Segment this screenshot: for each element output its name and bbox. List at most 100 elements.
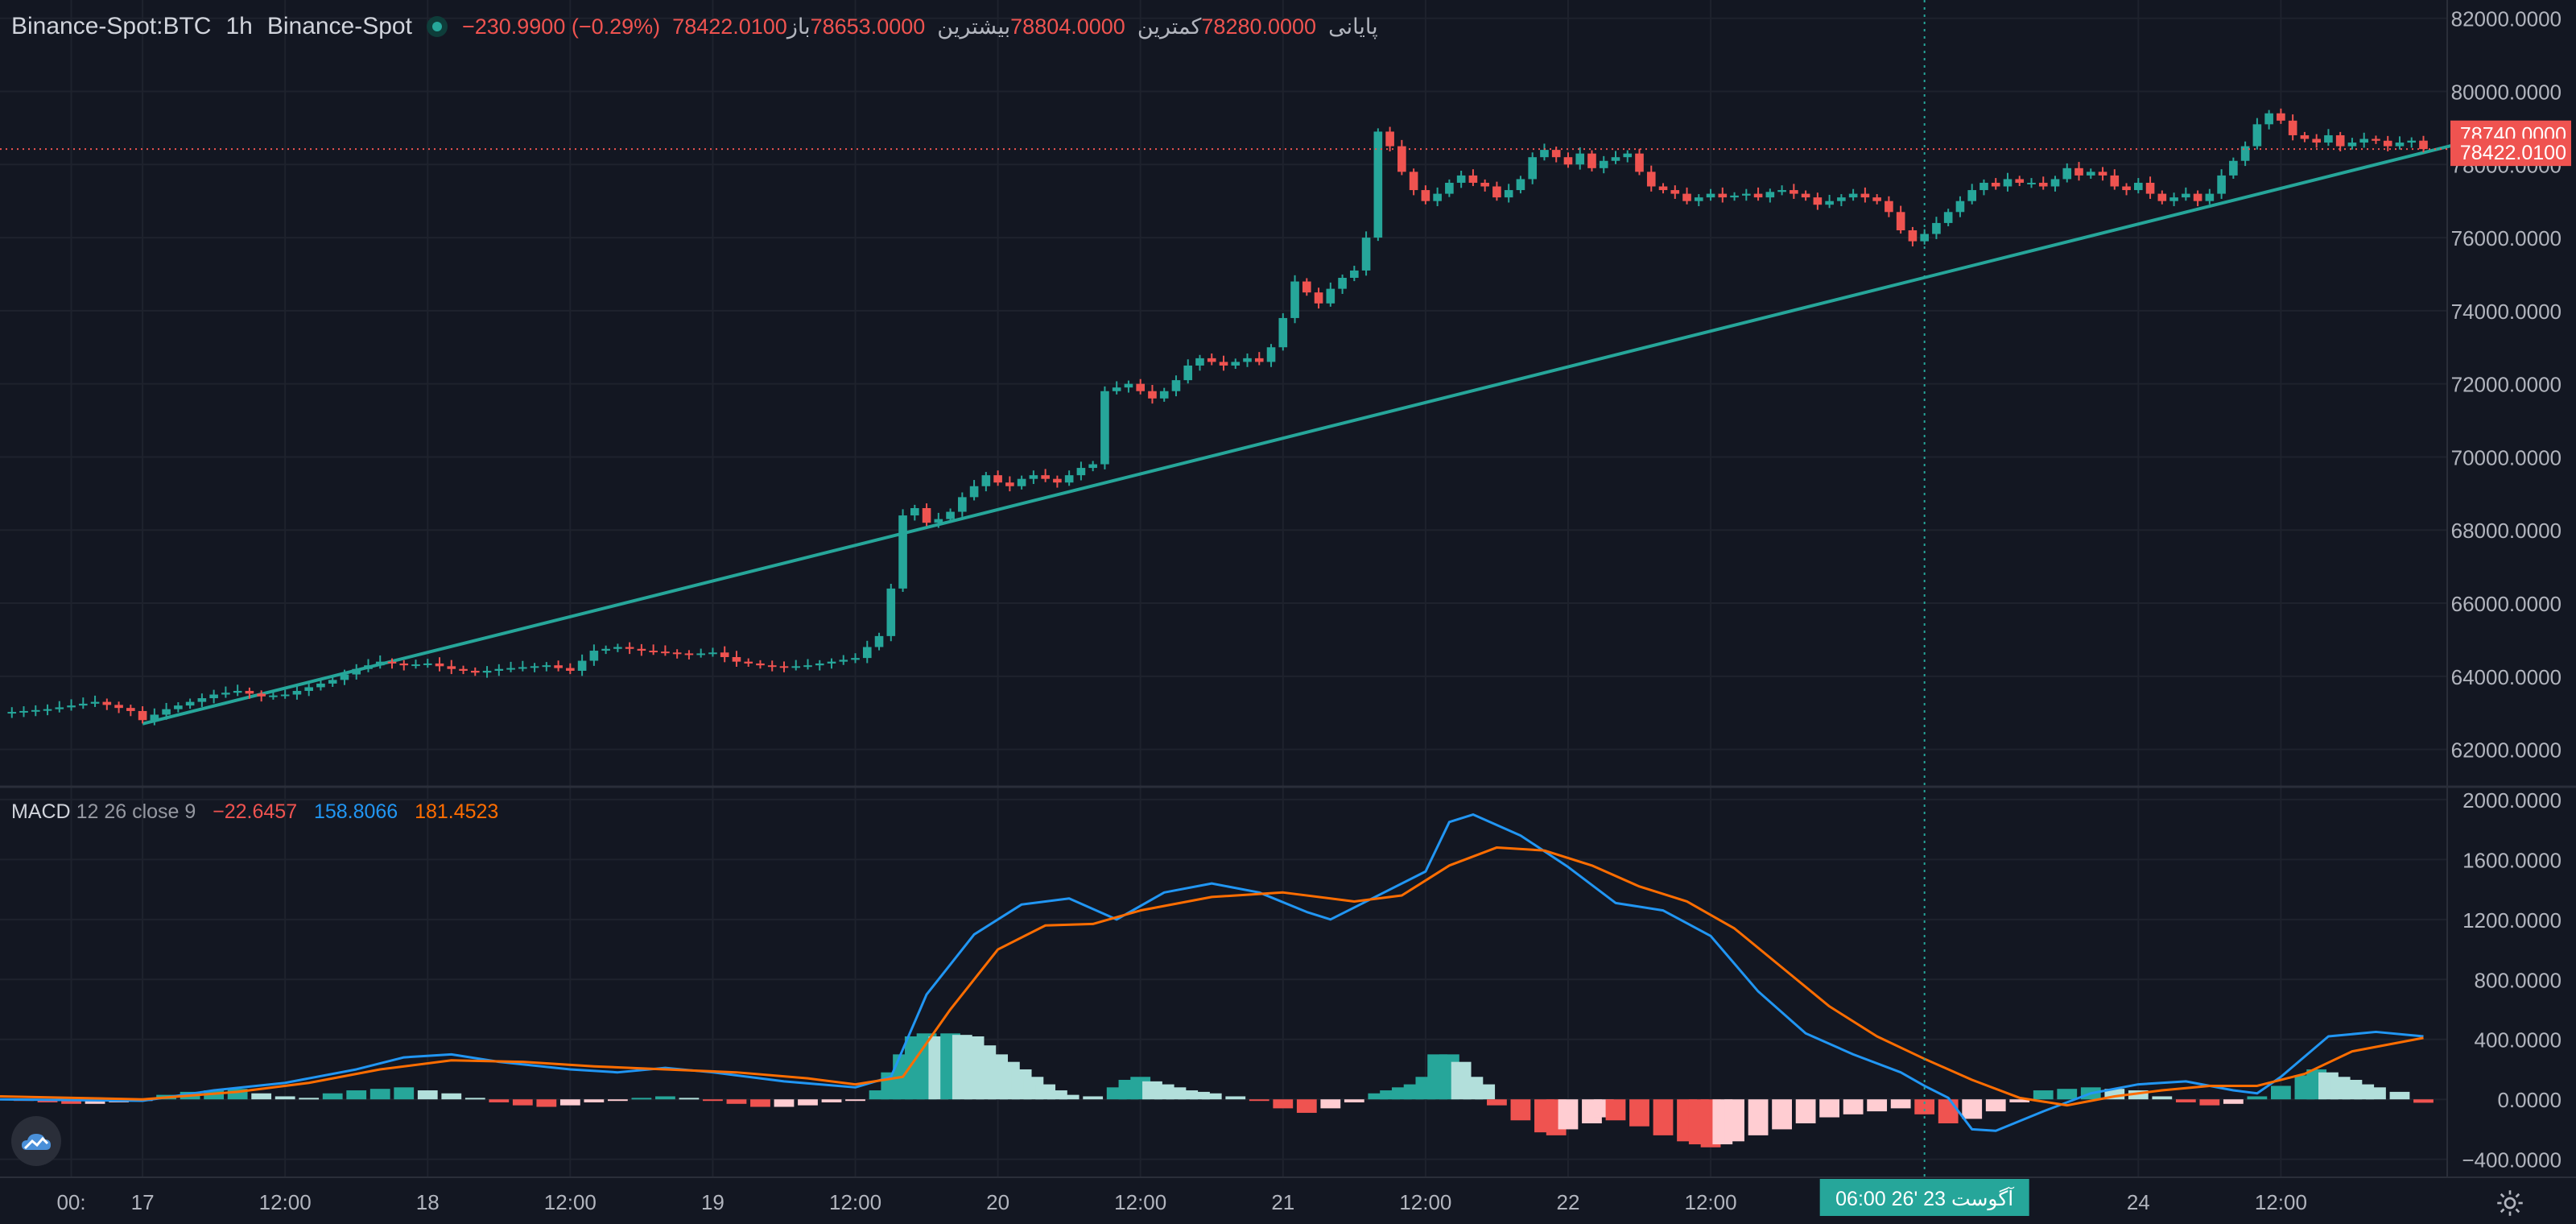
candle-body [803,665,812,668]
candle-body [506,668,515,670]
candle-body [2395,143,2405,147]
candle-body [577,660,587,672]
settings-gear-icon[interactable] [2496,1189,2524,1218]
macd-histogram-bar [1795,1099,1816,1123]
candle-body [1777,190,1786,192]
macd-histogram-bar [1059,1094,1080,1100]
candle-body [934,519,943,523]
symbol-name[interactable]: Binance-Spot:BTC [11,13,212,39]
candle-body [779,666,789,668]
macd-histogram-bar [251,1093,272,1100]
time-tick-label: 12:00 [1685,1190,1737,1214]
candle-body [1920,234,1929,242]
candle-body [2003,179,2013,187]
macd-histogram-bar [1938,1099,1959,1123]
time-tick-label: 12:00 [259,1190,312,1214]
candle-body [1290,281,1299,318]
candle-body [1338,278,1347,289]
candle-body [304,687,314,691]
candle-body [2122,186,2131,191]
candle-body [2372,139,2380,141]
candle-body [2217,175,2226,194]
candle-body [1896,212,1905,230]
cloud-logo-icon[interactable] [11,1116,61,1166]
price-tick-label: 76000.0000 [2451,226,2562,250]
macd-histogram-bar [2033,1090,2054,1100]
macd-histogram-bar [774,1099,795,1107]
macd-histogram-bar [1190,1091,1210,1100]
macd-histogram-bar [655,1096,675,1100]
high-label: بیشترین [937,14,1011,39]
macd-histogram-bar [1558,1099,1579,1130]
macd-histogram-bar [441,1093,462,1100]
macd-tick-label: 400.0000 [2475,1028,2562,1052]
macd-histogram-bar [1487,1099,1507,1106]
macd-histogram-bar [679,1098,700,1100]
macd-line-value: 158.8066 [313,800,398,823]
candle-body [1243,358,1252,362]
macd-histogram-bar [275,1096,295,1100]
price-tick-label: 64000.0000 [2451,665,2562,689]
macd-histogram-bar [2152,1096,2173,1100]
candle-body [791,666,801,668]
candle-body [720,652,729,657]
candle-body [1207,358,1216,362]
price-axis[interactable]: 62000.0000 64000.0000 66000.0000 68000.0000… [2450,7,2571,1172]
macd-tick-label: 2000.0000 [2462,788,2562,813]
candle-body [2407,140,2417,143]
macd-histogram-bar [85,1099,105,1104]
candle-body [1124,383,1133,388]
candle-body [874,635,884,647]
candle-body [387,661,397,664]
macd-histogram-bar [489,1099,510,1102]
candle-body [435,663,444,667]
candle-body [1967,190,1977,201]
macd-histogram-bar [726,1099,747,1104]
candle-body [1053,478,1062,483]
candle-body [197,698,207,702]
candle-body [839,660,848,662]
crosshair-time-box [1819,1179,2029,1216]
macd-histogram-bar [1914,1099,1935,1114]
price-tick-label: 82000.0000 [2451,7,2562,31]
candle-body [1753,193,1763,198]
macd-histogram-bar [1047,1090,1067,1100]
candle-body [1266,347,1276,362]
macd-histogram-bar [1890,1099,1911,1109]
candle-body [1837,197,1846,201]
interval-label[interactable]: 1h [225,13,253,39]
candle-body [2110,175,2120,187]
time-tick-label: 21 [1271,1190,1294,1214]
candle-body [566,668,575,672]
macd-histogram-bar [2128,1090,2149,1100]
candle-body [470,671,480,673]
change-value: −230.9900 (−0.29%) [461,14,661,39]
price-candles [7,108,2428,726]
candle-body [2359,139,2369,143]
candle-body [423,663,432,665]
macd-legend[interactable]: MACD 12 26 close 9 −22.6457 158.8066 181… [11,800,498,824]
trendline[interactable] [142,139,2472,726]
candle-body [209,694,218,699]
candle-body [625,647,634,649]
candle-body [1872,197,1881,201]
candle-body [2169,197,2178,201]
candle-body [1742,193,1751,196]
candle-body [245,690,254,694]
macd-histogram-bar [2366,1087,2386,1100]
candle-body [767,665,777,668]
candle-body [1112,387,1121,391]
candle-body [1908,229,1918,242]
symbol-legend: Binance-Spot:BTC 1h Binance-Spot −230.99… [11,13,1378,40]
candle-body [1730,195,1739,198]
candle-body [447,666,456,669]
macd-histogram-bar [1320,1099,1341,1109]
time-axis[interactable]: 00: 17 12:00 18 12:00 19 12:00 20 12:00 21 12:00 22… [56,1190,2306,1214]
candle-body [1623,153,1633,158]
time-tick-label: 12:00 [1114,1190,1166,1214]
time-tick-label: 19 [701,1190,724,1214]
candle-body [1991,182,2000,187]
low-value: 78280.0000 [1201,14,1317,39]
candle-body [375,661,385,666]
